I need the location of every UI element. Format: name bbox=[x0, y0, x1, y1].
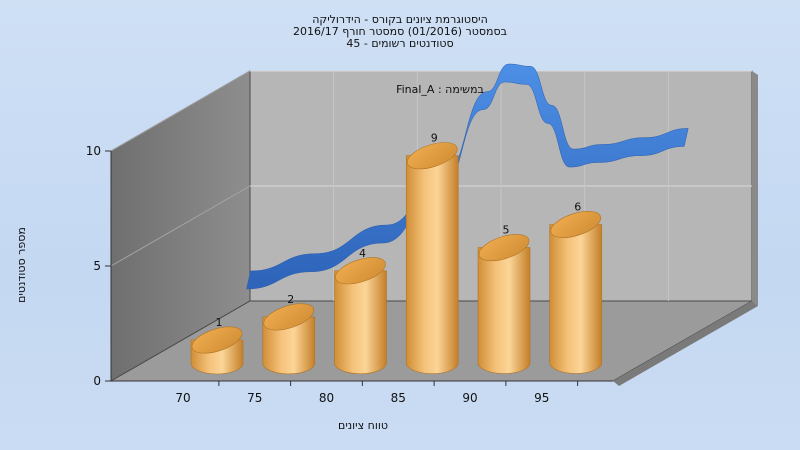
bar-value-label: 5 bbox=[503, 224, 510, 237]
bar-body bbox=[405, 155, 459, 374]
bar-top bbox=[263, 303, 315, 331]
x-tick-label: 80 bbox=[319, 391, 334, 405]
bar-value-label: 9 bbox=[431, 132, 438, 145]
y-axis-label: מספר סטודנטים bbox=[15, 227, 28, 303]
bar-top bbox=[406, 142, 458, 170]
bar-value-label: 6 bbox=[574, 201, 581, 214]
grid-line-side bbox=[110, 185, 251, 267]
bar-body bbox=[477, 247, 531, 374]
bar: 2 bbox=[262, 293, 316, 375]
chart-title-line-1: היסטוגרמת ציונים בקורס - הידרוליקה bbox=[312, 13, 488, 26]
wall-edge bbox=[752, 71, 758, 306]
y-tick-label: 10 bbox=[86, 144, 101, 158]
grid-line-side bbox=[110, 70, 251, 152]
y-tick-label: 5 bbox=[93, 259, 101, 273]
bar: 5 bbox=[477, 224, 531, 374]
bar-value-label: 4 bbox=[359, 247, 366, 260]
bar-body bbox=[334, 270, 387, 375]
x-tick-label: 90 bbox=[462, 391, 477, 405]
x-tick-label: 70 bbox=[175, 391, 190, 405]
bar: 9 bbox=[405, 132, 459, 374]
bar-body bbox=[549, 224, 603, 374]
bar-body bbox=[262, 316, 316, 375]
x-tick-label: 85 bbox=[391, 391, 406, 405]
bar-value-label: 2 bbox=[287, 293, 294, 306]
bar-top bbox=[478, 234, 530, 262]
bar-top bbox=[335, 257, 386, 285]
bar: 6 bbox=[549, 201, 603, 374]
chart-title-line-3: 45 - סטודנטים רשומים bbox=[346, 37, 454, 50]
bar: 1 bbox=[190, 316, 244, 375]
y-tick-label: 0 bbox=[93, 374, 101, 388]
bar: 4 bbox=[334, 247, 387, 375]
bar-top bbox=[191, 326, 243, 354]
x-tick-label: 75 bbox=[247, 391, 262, 405]
chart-title-line-2: בסמסטר (01/2016) סמסטר חורף 2016/17 bbox=[293, 25, 507, 38]
bar-top bbox=[550, 211, 602, 238]
legend-assignment: Final_A : במשימה bbox=[396, 83, 484, 96]
floor-edge bbox=[613, 301, 758, 386]
bar-value-label: 1 bbox=[216, 316, 223, 329]
x-tick-label: 95 bbox=[534, 391, 549, 405]
x-axis-label: טווח ציונים bbox=[338, 419, 388, 432]
